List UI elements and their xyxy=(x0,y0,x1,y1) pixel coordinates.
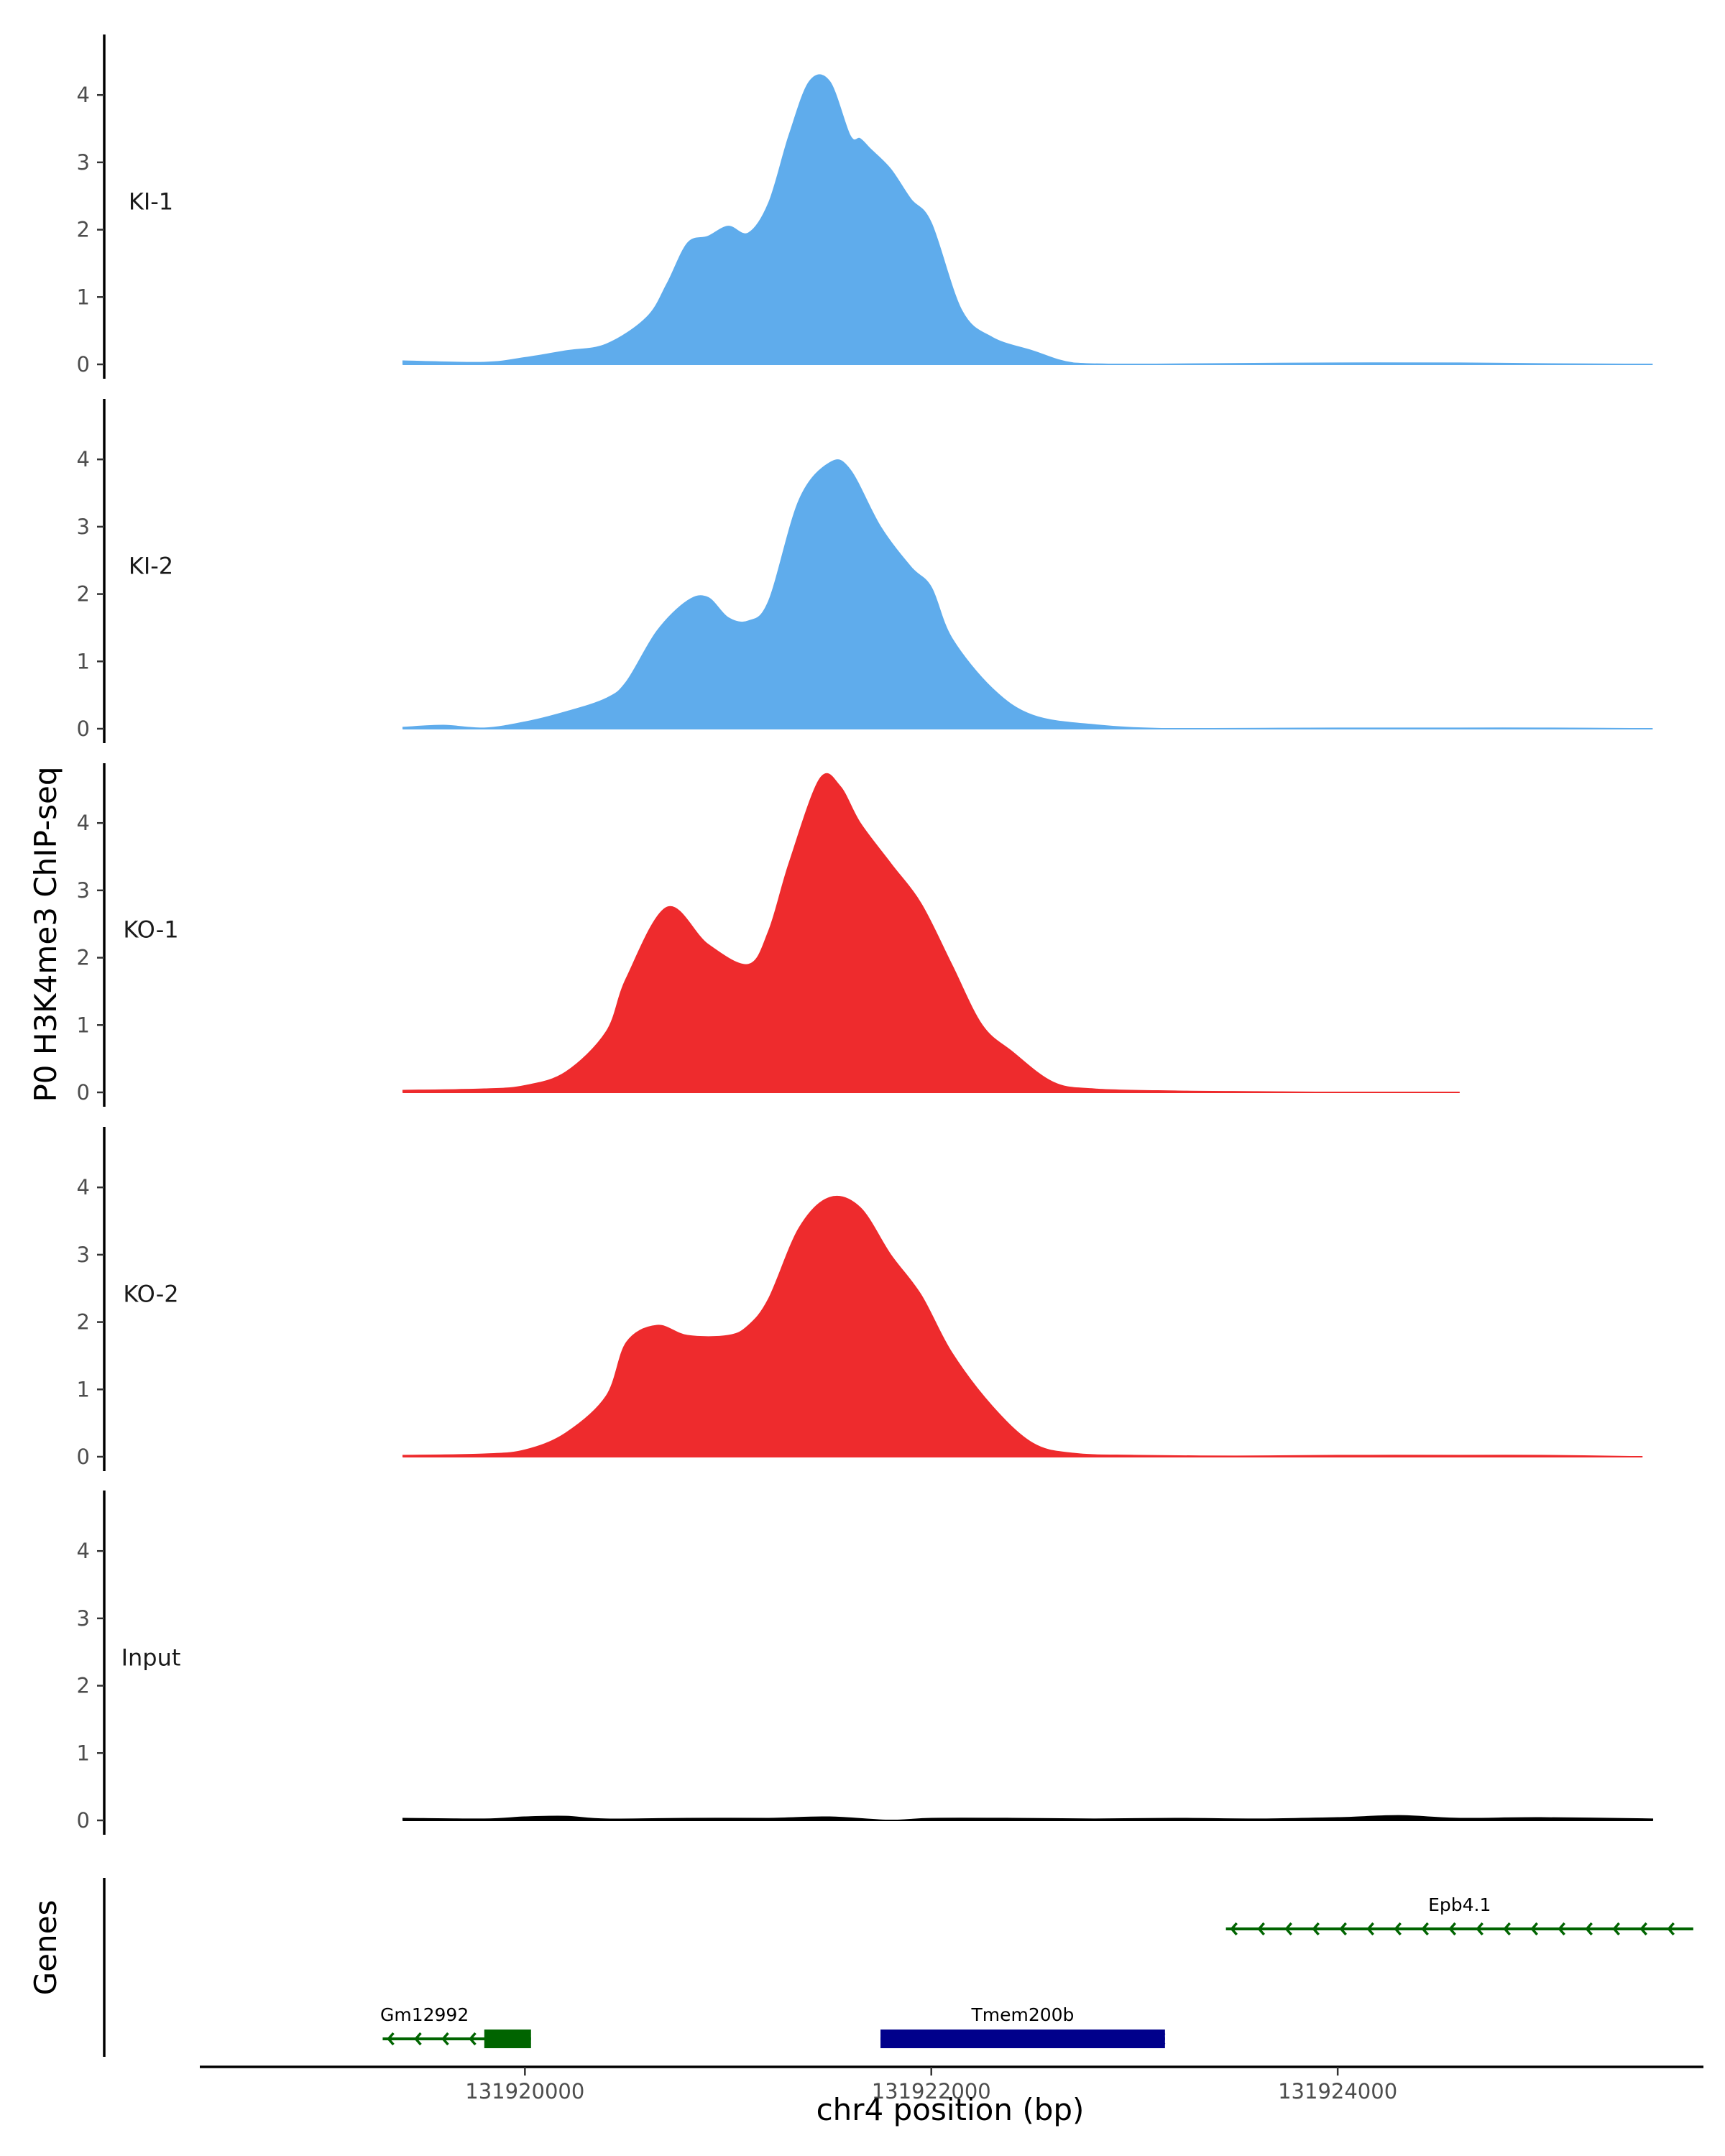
strand-arrow xyxy=(1448,1922,1456,1936)
gene-gm12992: Gm12992 xyxy=(380,2004,531,2048)
tracks-layer: 0 1 2 3 4 KI-1 0 1 2 3 4 KI-2 0 1 2 3 4 KO-1 0 1 2 3 4 KO-2 0 1 2 3… xyxy=(77,34,1654,1835)
strand-arrow xyxy=(1612,1922,1620,1936)
strand-arrow xyxy=(387,2032,395,2046)
y-tick-label: 4 xyxy=(77,447,90,471)
gene-tmem200b: Tmem200b xyxy=(880,2004,1166,2048)
y-tick-label: 0 xyxy=(77,1445,90,1469)
strand-arrow xyxy=(1667,1922,1675,1936)
y-tick-label: 0 xyxy=(77,717,90,741)
y-tick-label: 3 xyxy=(77,878,90,903)
gene-label: Gm12992 xyxy=(380,2004,469,2025)
gene-label: Epb4.1 xyxy=(1428,1894,1491,1915)
track-label: KO-1 xyxy=(123,916,178,943)
y-tick-label: 4 xyxy=(77,1175,90,1199)
strand-arrow xyxy=(1366,1922,1374,1936)
x-tick-label: 131920000 xyxy=(465,2079,584,2104)
coverage-area xyxy=(402,773,1460,1093)
y-tick-label: 0 xyxy=(77,1080,90,1105)
strand-arrow xyxy=(1284,1922,1292,1936)
track-label: KO-2 xyxy=(123,1280,178,1307)
strand-arrow xyxy=(1530,1922,1538,1936)
y-tick-label: 4 xyxy=(77,83,90,107)
track-ki-1: 0 1 2 3 4 KI-1 xyxy=(77,34,1653,379)
y-tick-label: 1 xyxy=(77,1741,90,1765)
strand-arrow xyxy=(414,2032,422,2046)
strand-arrow xyxy=(1339,1922,1347,1936)
y-tick-label: 4 xyxy=(77,811,90,835)
strand-arrow xyxy=(1476,1922,1484,1936)
y-tick-label: 3 xyxy=(77,1606,90,1631)
y-tick-label: 0 xyxy=(77,352,90,377)
gene-exon-block xyxy=(484,2030,531,2048)
track-ko-2: 0 1 2 3 4 KO-2 xyxy=(77,1127,1643,1471)
y-tick-label: 1 xyxy=(77,649,90,673)
track-label: KI-1 xyxy=(129,188,173,215)
coverage-area xyxy=(402,459,1653,729)
x-tick-label: 131922000 xyxy=(872,2079,991,2104)
genes-axis-title: Genes xyxy=(28,1900,63,1996)
y-tick-label: 2 xyxy=(77,218,90,242)
y-tick-label: 3 xyxy=(77,150,90,175)
strand-arrow xyxy=(1558,1922,1565,1936)
strand-arrow xyxy=(1503,1922,1511,1936)
y-tick-label: 2 xyxy=(77,1310,90,1335)
strand-arrow xyxy=(1312,1922,1320,1936)
track-input: 0 1 2 3 4 Input xyxy=(77,1491,1654,1835)
y-tick-label: 1 xyxy=(77,1377,90,1401)
coverage-area xyxy=(402,74,1653,365)
x-axis-title: chr4 position (bp) xyxy=(816,2092,1085,2127)
strand-arrow xyxy=(1257,1922,1265,1936)
y-tick-label: 2 xyxy=(77,946,90,970)
track-ki-2: 0 1 2 3 4 KI-2 xyxy=(77,399,1653,743)
strand-arrow xyxy=(441,2032,449,2046)
x-axis: 131920000 131922000 131924000 xyxy=(200,2065,1703,2104)
strand-arrow xyxy=(1585,1922,1593,1936)
y-tick-label: 1 xyxy=(77,285,90,309)
strand-arrow xyxy=(1639,1922,1647,1936)
gene-label: Tmem200b xyxy=(970,2004,1074,2025)
y-tick-label: 3 xyxy=(77,515,90,539)
y-tick-label: 0 xyxy=(77,1808,90,1833)
track-ko-1: 0 1 2 3 4 KO-1 xyxy=(77,763,1460,1107)
genes-panel: Gm12992 Tmem200b Epb4.1 xyxy=(103,1878,1693,2057)
y-axis-title: P0 H3K4me3 ChIP-seq xyxy=(28,766,63,1102)
track-label: Input xyxy=(121,1644,181,1671)
gene-exon-block xyxy=(880,2030,1165,2048)
strand-arrow xyxy=(1394,1922,1402,1936)
y-tick-label: 4 xyxy=(77,1539,90,1563)
track-label: KI-2 xyxy=(129,552,173,579)
x-tick-label: 131924000 xyxy=(1278,2079,1397,2104)
coverage-area xyxy=(402,1195,1643,1457)
y-tick-label: 2 xyxy=(77,1674,90,1698)
y-tick-label: 2 xyxy=(77,582,90,607)
coverage-area xyxy=(402,1815,1654,1821)
strand-arrow xyxy=(469,2032,477,2046)
y-tick-label: 3 xyxy=(77,1243,90,1267)
strand-arrow xyxy=(1230,1922,1238,1936)
strand-arrow xyxy=(1421,1922,1429,1936)
gene-epb4-1: Epb4.1 xyxy=(1225,1894,1693,1936)
y-tick-label: 1 xyxy=(77,1013,90,1037)
